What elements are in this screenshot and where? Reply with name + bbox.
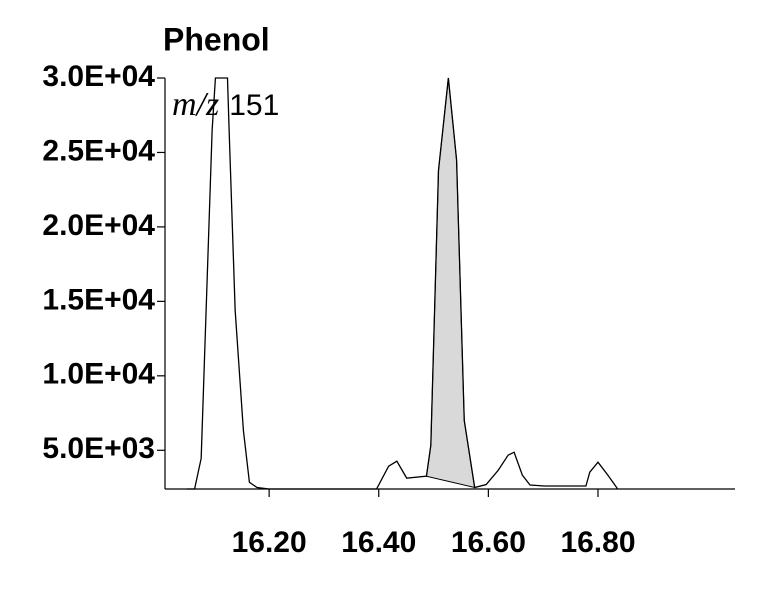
x-tick-label: 16.40: [341, 526, 416, 559]
x-tick-label: 16.80: [560, 526, 635, 559]
annotation: m/z 151: [172, 86, 279, 123]
y-tick-label: 3.0E+04: [42, 60, 155, 93]
trace: [186, 77, 619, 490]
y-tick-label: 2.5E+04: [42, 134, 155, 167]
chart-title: Phenol: [163, 21, 270, 57]
y-tick-label: 2.0E+04: [42, 209, 155, 242]
shaded-peak: [425, 77, 476, 489]
annotation-italic: m/z: [172, 86, 219, 123]
y-tick-label: 1.5E+04: [42, 283, 155, 316]
annotation-text: 151: [229, 89, 279, 122]
y-tick-label: 1.0E+04: [42, 358, 155, 391]
x-tick-label: 16.20: [232, 526, 307, 559]
y-tick-label: 5.0E+03: [42, 432, 155, 465]
x-tick-label: 16.60: [451, 526, 526, 559]
